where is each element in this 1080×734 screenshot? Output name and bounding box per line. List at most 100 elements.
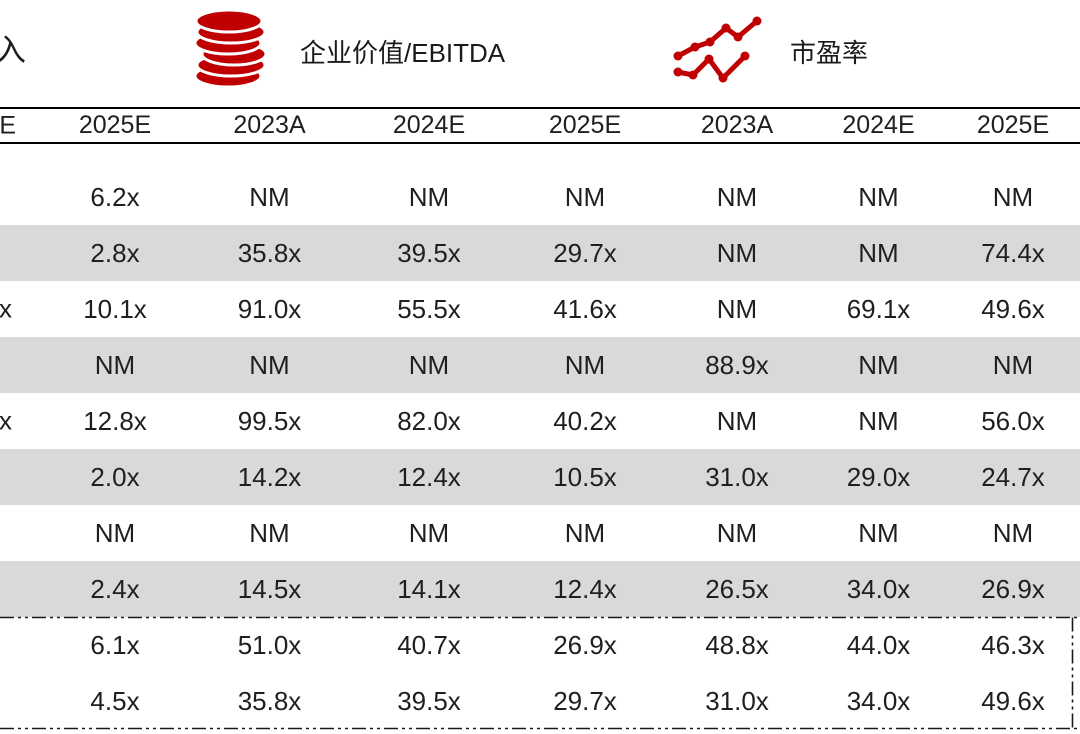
table-cell: 49.6x	[981, 293, 1045, 324]
table-cell: 91.0x	[237, 293, 302, 324]
table-cell: 29.7x	[553, 685, 617, 716]
table-row: 2.0x 14.2x 12.4x 10.5x 31.0x 29.0x 24.7x	[0, 449, 1080, 505]
line-chart-icon	[673, 16, 762, 83]
table-cell: NM	[249, 349, 290, 380]
table-cell: 14.5x	[237, 573, 302, 604]
table-row: 6.2x NM NM NM NM NM NM	[0, 144, 1080, 225]
table-cell: NM	[992, 517, 1034, 548]
table-cell: 29.7x	[553, 237, 617, 268]
row-cell-partial	[0, 337, 42, 393]
row-cell-partial: x	[0, 281, 42, 337]
table-cell: 40.7x	[397, 629, 461, 660]
table-cell: NM	[716, 517, 758, 548]
header-cell: 2023A	[700, 111, 774, 139]
table-cell: 51.0x	[237, 629, 302, 660]
table-cell: NM	[564, 182, 606, 212]
table-cell: 34.0x	[846, 573, 911, 604]
row-cell-partial: x	[0, 393, 42, 449]
table-cell: NM	[858, 237, 899, 268]
table-cell: 34.0x	[846, 685, 911, 716]
table-row: 2.4x 14.5x 14.1x 12.4x 26.5x 34.0x 26.9x	[0, 561, 1080, 617]
table-cell: 14.2x	[237, 461, 302, 492]
table-cell: 26.5x	[705, 573, 769, 604]
row-cell-partial	[0, 505, 42, 561]
table-cell: 82.0x	[397, 405, 461, 436]
table-cell: NM	[249, 182, 290, 212]
coins-icon	[193, 8, 268, 89]
table-cell: NM	[992, 182, 1034, 212]
table-cell: NM	[992, 349, 1034, 380]
table-cell: 46.3x	[981, 629, 1045, 660]
table-cell: 12.8x	[83, 405, 147, 436]
table-cell: 6.2x	[90, 182, 140, 212]
table-cell: 14.1x	[397, 573, 461, 604]
header-cell: 2024E	[392, 111, 466, 139]
table-cell: 55.5x	[397, 293, 461, 324]
summary-row-mean: 6.1x 51.0x 40.7x 26.9x 48.8x 44.0x 46.3x	[0, 617, 1080, 673]
table-cell: 41.6x	[553, 293, 617, 324]
table-cell: 6.1x	[90, 629, 140, 660]
header-cell-partial: E	[0, 109, 42, 142]
table-cell: 35.8x	[237, 685, 302, 716]
ev-ebitda-label: 企业价值/EBITDA	[300, 38, 506, 68]
table-cell: 48.8x	[705, 629, 769, 660]
table-cell: 26.9x	[981, 573, 1045, 604]
table-cell: 35.8x	[237, 237, 302, 268]
row-cell-partial	[0, 225, 42, 281]
table-cell: NM	[716, 293, 758, 324]
table-cell: NM	[94, 517, 136, 548]
table-cell: 12.4x	[397, 461, 461, 492]
header-cell: 2025E	[548, 111, 622, 139]
summary-row-median: 4.5x 35.8x 39.5x 29.7x 31.0x 34.0x 49.6x	[0, 673, 1080, 729]
table-cell: NM	[564, 349, 606, 380]
table-cell: 4.5x	[90, 685, 140, 716]
table-cell: 2.4x	[90, 573, 140, 604]
table-cell: 56.0x	[981, 405, 1045, 436]
pe-ratio-label: 市盈率	[790, 38, 869, 68]
table-row: 2.8x 35.8x 39.5x 29.7x NM NM 74.4x	[0, 225, 1080, 281]
table-cell: 31.0x	[705, 685, 769, 716]
table-cell: 2.8x	[90, 237, 140, 268]
table-cell: NM	[408, 517, 450, 548]
table-cell: NM	[564, 517, 606, 548]
table-row: x 12.8x 99.5x 82.0x 40.2x NM NM 56.0x	[0, 393, 1080, 449]
table-cell: NM	[858, 405, 899, 436]
table-cell: NM	[858, 182, 899, 212]
table-cell: NM	[858, 517, 899, 548]
table-cell: 24.7x	[981, 461, 1045, 492]
header-cell: 2025E	[78, 111, 152, 139]
table-cell: 2.0x	[90, 461, 140, 492]
header-cell: 2024E	[842, 111, 915, 139]
table-cell: NM	[716, 237, 758, 268]
header-partial-text: E	[0, 111, 16, 139]
table-cell: NM	[408, 182, 450, 212]
table-cell: 88.9x	[705, 349, 769, 380]
row-cell-partial	[0, 449, 42, 505]
table-cell: 31.0x	[705, 461, 769, 492]
table-cell: 74.4x	[981, 237, 1045, 268]
table-cell: 39.5x	[397, 685, 461, 716]
row-cell-partial	[0, 617, 42, 673]
table-cell: NM	[716, 405, 758, 436]
table-header-row: E 2025E 2023A 2024E 2025E 2023A 2024E 20…	[0, 107, 1080, 144]
row-partial-text: x	[0, 405, 12, 436]
table-body: 6.2x NM NM NM NM NM NM 2.8x 35.8x 39.5x …	[0, 144, 1080, 729]
row-cell-partial	[0, 561, 42, 617]
table-cell: 49.6x	[981, 685, 1045, 716]
table-cell: 40.2x	[553, 405, 617, 436]
table-cell: NM	[858, 349, 899, 380]
table-cell: 26.9x	[553, 629, 617, 660]
table-cell: NM	[249, 517, 290, 548]
table-cell: NM	[716, 182, 758, 212]
row-partial-text: x	[0, 293, 12, 324]
table-row: NM NM NM NM 88.9x NM NM	[0, 337, 1080, 393]
table-cell: NM	[94, 349, 136, 380]
table-cell: 12.4x	[553, 573, 617, 604]
table-cell: 99.5x	[237, 405, 302, 436]
table-row: NM NM NM NM NM NM NM	[0, 505, 1080, 561]
header-cell: 2025E	[976, 111, 1050, 139]
table-cell: NM	[408, 349, 450, 380]
row-cell-partial	[0, 673, 42, 729]
header-cell: 2023A	[233, 111, 306, 139]
